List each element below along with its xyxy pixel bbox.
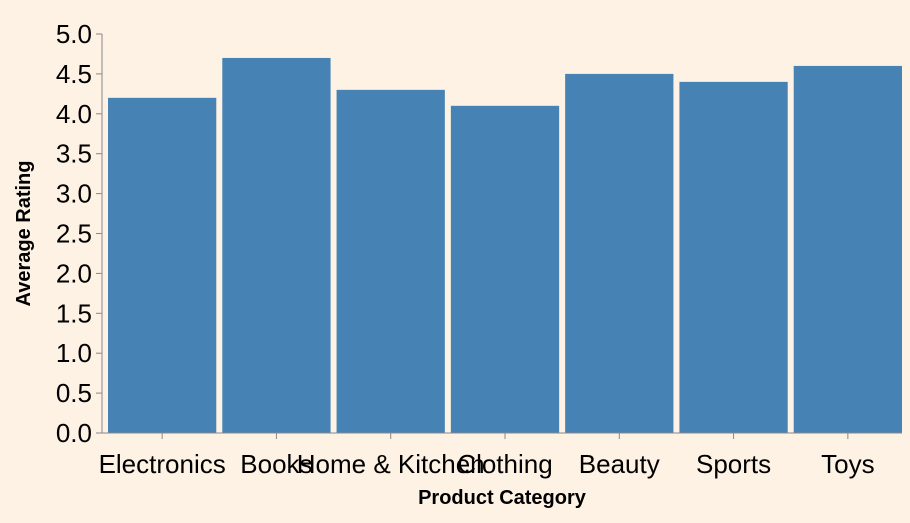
y-tick-label: 0.0	[56, 418, 92, 448]
y-tick-label: 0.5	[56, 378, 92, 408]
y-axis-title: Average Rating	[13, 161, 35, 307]
y-tick-label: 2.0	[56, 258, 92, 288]
bar-sports	[679, 81, 788, 433]
bar-home-kitchen	[336, 89, 445, 434]
y-tick-label: 4.5	[56, 59, 92, 89]
y-tick-label: 1.0	[56, 338, 92, 368]
x-tick-label: Sports	[696, 449, 771, 479]
x-tick-label: Electronics	[99, 449, 226, 479]
x-axis-title: Product Category	[418, 487, 587, 509]
y-tick-label: 2.5	[56, 219, 92, 249]
y-tick-label: 3.0	[56, 179, 92, 209]
bars-layer	[108, 57, 902, 434]
x-tick-label: Home & Kitchen	[297, 449, 485, 479]
x-tick-label: Books	[240, 449, 312, 479]
x-tick-label: Clothing	[457, 449, 552, 479]
bar-electronics	[108, 97, 217, 433]
bar-books	[222, 57, 331, 433]
y-tick-label: 4.0	[56, 99, 92, 129]
bar-toys	[793, 65, 902, 434]
x-tick-label: Beauty	[579, 449, 660, 479]
x-tick-label: Toys	[821, 449, 874, 479]
y-tick-label: 5.0	[56, 19, 92, 49]
bar-beauty	[565, 73, 674, 434]
y-tick-label: 1.5	[56, 298, 92, 328]
y-ticks: 0.0 0.5 1.0 1.5 2.0 2.5 3.0 3.5 4.0 4.5 5.0	[56, 19, 102, 448]
y-tick-label: 3.5	[56, 139, 92, 169]
bar-clothing	[450, 105, 560, 433]
